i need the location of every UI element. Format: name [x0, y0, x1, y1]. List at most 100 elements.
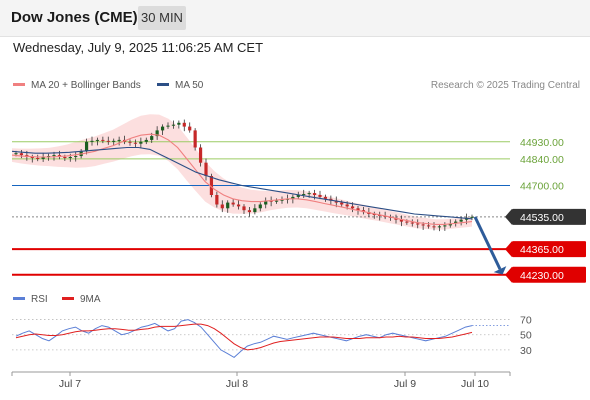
rsi-label: RSI: [31, 294, 48, 305]
x-tick-label: Jul 8: [226, 378, 248, 390]
candle: [90, 140, 94, 142]
candle: [247, 210, 252, 213]
candle: [166, 125, 170, 127]
candle: [416, 223, 420, 225]
ma50-swatch: [157, 82, 169, 86]
candle: [204, 162, 208, 176]
rsi-tick-label: 50: [520, 330, 532, 342]
candle: [160, 126, 165, 131]
ma50-label: MA 50: [175, 80, 204, 91]
rsi-line: [15, 319, 473, 359]
candle: [198, 147, 203, 163]
rsi-tick-label: 30: [520, 345, 532, 357]
candle: [296, 195, 300, 197]
candle: [334, 200, 338, 203]
candle: [63, 157, 67, 158]
level-pointer-3: [505, 208, 512, 225]
candle: [410, 222, 414, 224]
candle: [84, 141, 89, 152]
candle: [188, 126, 192, 131]
candle: [155, 130, 159, 137]
candle: [117, 139, 121, 141]
candle: [280, 199, 284, 201]
rsi-swatch: [13, 296, 25, 300]
level-pointer-5: [505, 266, 512, 283]
x-tick-label: Jul 7: [59, 378, 81, 390]
candle: [291, 196, 295, 199]
level-pointer-4: [505, 241, 512, 258]
candle: [405, 221, 409, 223]
timestamp: Wednesday, July 9, 2025 11:06:25 AM CET: [13, 40, 264, 55]
candle: [312, 193, 317, 195]
level-badge-4: [512, 241, 586, 258]
rsi-9ma-line: [15, 323, 473, 351]
9ma-label: 9MA: [80, 294, 101, 305]
candle: [258, 204, 262, 209]
chart-header: Dow Jones (CME) 30 MIN: [0, 0, 590, 37]
candle: [432, 226, 436, 228]
9ma-swatch: [62, 296, 74, 300]
candle: [372, 214, 376, 215]
candle: [144, 139, 148, 142]
candle: [459, 219, 463, 222]
candle: [443, 225, 447, 227]
candle: [421, 224, 425, 226]
level-badge-3: [512, 208, 586, 225]
level-label-0: 44930.00: [520, 137, 564, 149]
level-label-4: 44365.00: [520, 244, 564, 256]
candle: [307, 193, 311, 195]
candle: [106, 140, 110, 142]
candle: [399, 219, 404, 222]
x-tick-label: Jul 10: [461, 378, 489, 390]
legend-9ma: 9MA: [62, 294, 101, 305]
candle: [171, 124, 176, 126]
candle: [101, 139, 105, 141]
candle: [350, 206, 355, 209]
candle: [220, 204, 224, 209]
candle: [318, 195, 322, 197]
candle: [182, 122, 186, 127]
candle: [128, 141, 132, 143]
level-label-3: 44535.00: [520, 212, 564, 224]
candle: [378, 214, 382, 216]
level-label-5: 44230.00: [520, 270, 564, 282]
candle: [68, 157, 72, 158]
candle: [269, 200, 273, 202]
ma20-line: [11, 133, 473, 225]
candle: [302, 194, 306, 196]
candle: [95, 139, 100, 141]
ma20-swatch: [13, 82, 25, 86]
candle: [448, 223, 452, 226]
candle: [231, 202, 235, 205]
ma50-line: [11, 146, 473, 220]
candle: [356, 208, 360, 211]
legend-rsi: RSI: [13, 294, 48, 305]
candle: [242, 206, 246, 211]
level-badge-5: [512, 266, 586, 283]
legend-ma20: MA 20 + Bollinger Bands: [13, 80, 141, 91]
candle: [345, 204, 349, 207]
candle: [14, 153, 18, 155]
candle: [150, 136, 154, 140]
candle: [340, 202, 344, 205]
level-label-1: 44840.00: [520, 154, 564, 166]
candle: [41, 157, 45, 159]
candle: [112, 140, 116, 142]
candle: [323, 196, 328, 199]
candle: [30, 157, 34, 158]
candle: [470, 216, 474, 218]
candle: [133, 142, 138, 144]
candle: [437, 226, 442, 228]
candle: [193, 130, 197, 148]
rsi-tick-label: 70: [520, 315, 532, 327]
candle: [253, 208, 257, 213]
candle: [139, 141, 143, 144]
forecast-arrow-head: [493, 266, 507, 275]
forecast-arrow-shaft: [473, 216, 502, 270]
credit: Research © 2025 Trading Central: [430, 80, 580, 91]
timeframe-button[interactable]: 30 MIN: [138, 6, 186, 30]
candle: [274, 200, 279, 202]
candle: [264, 200, 268, 205]
candle: [215, 195, 219, 205]
instrument-title: Dow Jones (CME): [11, 9, 138, 26]
